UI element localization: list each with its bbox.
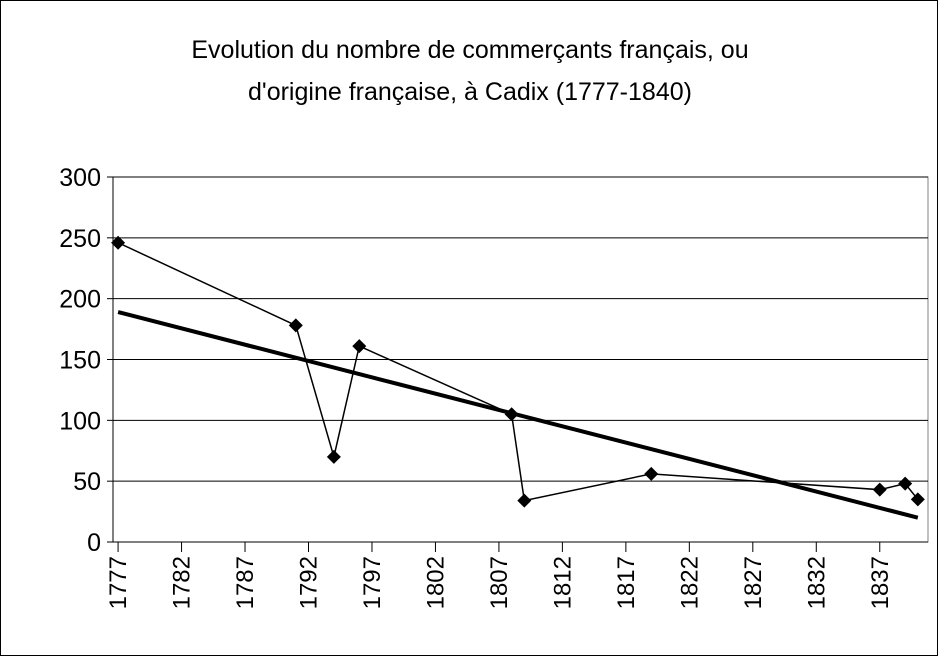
y-tick-label: 50 <box>73 468 101 496</box>
x-tick-label: 1797 <box>359 556 386 609</box>
x-tick-label: 1827 <box>740 556 767 609</box>
data-point <box>644 466 659 481</box>
data-point <box>898 476 913 491</box>
x-tick-label: 1812 <box>549 556 576 609</box>
x-tick-label: 1822 <box>676 556 703 609</box>
x-tick-label: 1782 <box>169 556 196 609</box>
trend-line <box>117 310 919 520</box>
data-point <box>910 492 925 507</box>
x-tick-label: 1787 <box>232 556 259 609</box>
x-tick-label: 1802 <box>422 556 449 609</box>
y-tick-label: 100 <box>59 407 101 435</box>
data-point <box>111 235 126 250</box>
data-line <box>117 242 919 502</box>
data-point <box>352 339 367 354</box>
x-tick-label: 1832 <box>803 556 830 609</box>
y-tick-label: 0 <box>87 529 101 557</box>
y-tick-label: 300 <box>59 164 101 192</box>
data-point <box>288 318 303 333</box>
x-tick-label: 1817 <box>613 556 640 609</box>
y-tick-label: 250 <box>59 225 101 253</box>
x-tick-label: 1792 <box>295 556 322 609</box>
x-tick-label: 1777 <box>105 556 132 609</box>
y-tick-label: 150 <box>59 347 101 375</box>
data-point <box>326 449 341 464</box>
chart-title: Evolution du nombre de commerçants franç… <box>191 36 748 64</box>
y-tick-label: 200 <box>59 286 101 314</box>
chart-title: d'origine française, à Cadix (1777-1840) <box>248 78 692 106</box>
data-point <box>517 493 532 508</box>
x-tick-label: 1837 <box>867 556 894 609</box>
x-tick-label: 1807 <box>486 556 513 609</box>
data-point <box>872 482 887 497</box>
